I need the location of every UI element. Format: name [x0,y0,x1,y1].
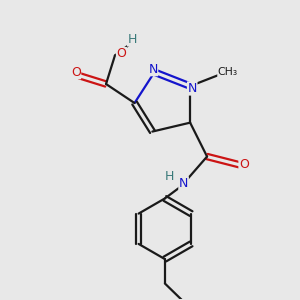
Text: O: O [71,66,81,79]
Text: CH₃: CH₃ [218,67,238,76]
Text: O: O [239,158,249,171]
Text: N: N [188,82,197,95]
Text: H: H [128,33,137,46]
Text: N: N [179,177,188,190]
Text: N: N [148,63,158,76]
Text: H: H [165,170,175,183]
Text: O: O [116,47,126,61]
